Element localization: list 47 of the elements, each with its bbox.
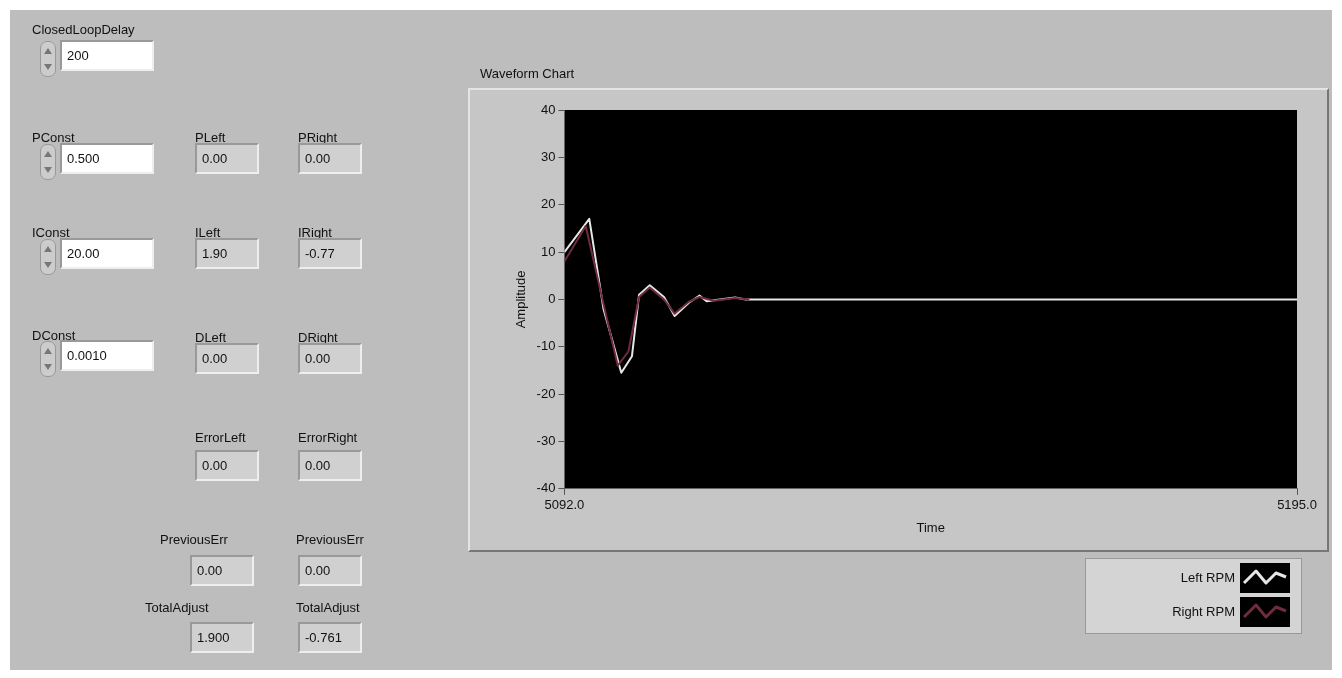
text: 0.00 <box>190 555 254 586</box>
legend-label: Right RPM <box>1172 604 1235 619</box>
x-tick-label: 5195.0 <box>1277 497 1317 513</box>
y-tick-label: 30 <box>540 148 556 164</box>
x-tick-label: 5092.0 <box>544 497 585 513</box>
text: 200 <box>60 40 154 71</box>
text: 0.00 <box>298 450 362 481</box>
text: PreviousErr <box>296 532 364 547</box>
text: PreviousErr <box>160 532 228 547</box>
text: 0.00 <box>305 151 331 166</box>
y-tick-label: -20 <box>536 385 556 401</box>
text: ILeft <box>195 225 221 240</box>
x-axis-title: Time <box>916 519 945 535</box>
chart-title: Waveform Chart <box>480 66 575 81</box>
text: 0.00 <box>202 151 228 166</box>
text: DLeft <box>195 330 227 345</box>
text: 0.00 <box>202 351 228 366</box>
text: -0.77 <box>305 246 335 261</box>
legend-label: Left RPM <box>1180 570 1235 585</box>
y-tick-label: 0 <box>548 290 556 306</box>
text: 1.90 <box>202 246 228 261</box>
y-tick-label: 10 <box>540 243 556 259</box>
text: -0.761 <box>298 622 362 653</box>
text: PRight <box>298 130 338 145</box>
y-tick-label: 40 <box>540 101 556 117</box>
y-tick-label: -30 <box>536 433 556 449</box>
text: PConst <box>32 130 75 145</box>
text: 0.00 <box>305 351 331 366</box>
text: 1.900 <box>190 622 254 653</box>
text: ErrorRight <box>298 430 358 445</box>
y-tick-label: -10 <box>536 338 556 354</box>
y-axis-title: Amplitude <box>513 270 529 329</box>
text: PLeft <box>195 130 226 145</box>
text: ErrorLeft <box>195 430 246 445</box>
text: ClosedLoopDelay <box>32 22 135 37</box>
text: 20.00 <box>67 246 100 261</box>
text: 0.500 <box>67 151 100 166</box>
text: 0.0010 <box>67 348 107 363</box>
text: TotalAdjust <box>145 600 209 615</box>
y-tick-label: 20 <box>540 196 556 212</box>
text: TotalAdjust <box>296 600 360 615</box>
text: DRight <box>298 330 338 345</box>
text: 0.00 <box>195 450 259 481</box>
text: DConst <box>32 328 76 343</box>
text: IConst <box>32 225 70 240</box>
text: 0.00 <box>298 555 362 586</box>
y-tick-label: -40 <box>536 480 556 496</box>
